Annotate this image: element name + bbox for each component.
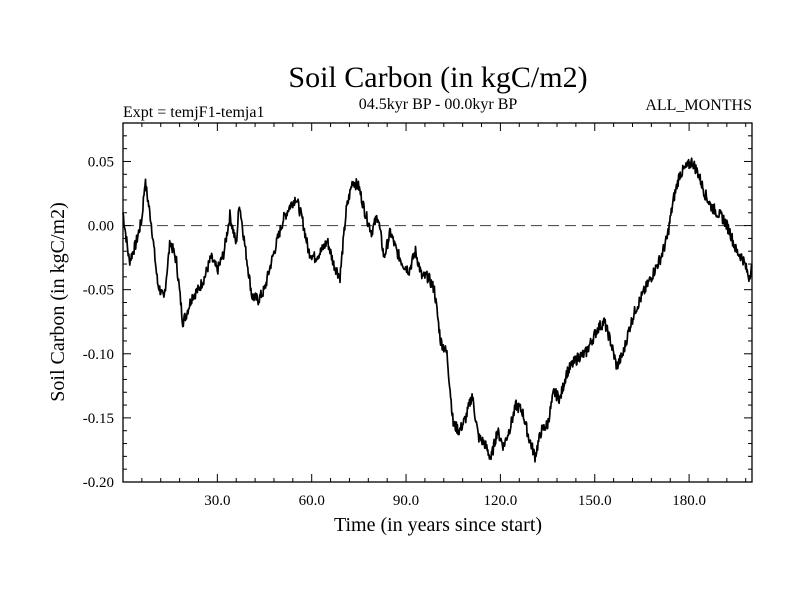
months-label: ALL_MONTHS [645,97,752,114]
y-tick-label: 0.00 [88,219,114,235]
x-axis-label: Time (in years since start) [334,514,542,536]
soil-carbon-series-line [122,157,753,463]
x-tick-label: 90.0 [393,493,419,509]
x-tick-label: 120.0 [484,493,518,509]
x-tick-label: 180.0 [672,493,706,509]
plot-area: 30.0 60.0 90.0 120.0 150.0 180.0 0.05 0.00 -0.05… [83,122,753,509]
y-axis-label: Soil Carbon (in kgC/m2) [47,202,69,401]
experiment-label: Expt = temjF1-temja1 [123,104,264,121]
chart-title: Soil Carbon (in kgC/m2) [288,61,587,94]
y-tick-label: 0.05 [88,154,114,170]
x-tick-label: 30.0 [204,493,230,509]
plot-frame [122,122,753,483]
y-tick-label: -0.20 [83,475,114,491]
y-tick-label: -0.15 [83,411,114,427]
x-tick-label: 60.0 [299,493,325,509]
period-label: 04.5kyr BP - 00.0kyr BP [359,96,518,113]
y-tick-label: -0.10 [83,347,114,363]
x-tick-label: 150.0 [578,493,612,509]
y-tick-label: -0.05 [83,283,114,299]
